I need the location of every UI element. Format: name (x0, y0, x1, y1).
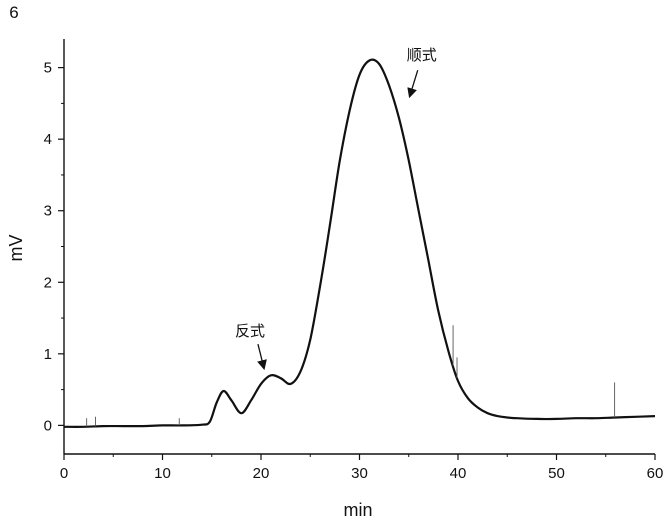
y-tick-label: 0 (44, 417, 52, 434)
y-tick-label: 5 (44, 60, 52, 77)
x-tick-label: 50 (548, 465, 565, 482)
annotations-group: 反式 顺式 (235, 47, 437, 368)
x-tick-label: 60 (647, 465, 664, 482)
y-axis-label: mV (6, 235, 26, 262)
peak-annotation-arrow (410, 70, 418, 96)
y-axis-top-label: 6 (9, 3, 18, 22)
x-tick-label: 20 (253, 465, 270, 482)
peak-annotation-arrow (258, 344, 264, 368)
y-tick-label: 3 (44, 203, 52, 220)
chromatogram-line (64, 60, 655, 427)
axes-group (64, 39, 655, 454)
peak-annotation-label: 顺式 (407, 47, 437, 64)
spikes-group (87, 325, 615, 426)
y-tick-label: 1 (44, 346, 52, 363)
peak-annotation-label: 反式 (235, 323, 265, 340)
x-tick-label: 40 (450, 465, 467, 482)
x-tick-label: 10 (154, 465, 171, 482)
series-group (64, 60, 655, 427)
y-tick-label: 2 (44, 274, 52, 291)
x-axis-label: min (343, 500, 372, 520)
y-tick-label: 4 (44, 131, 52, 148)
x-tick-label: 0 (60, 465, 68, 482)
x-tick-label: 30 (351, 465, 368, 482)
